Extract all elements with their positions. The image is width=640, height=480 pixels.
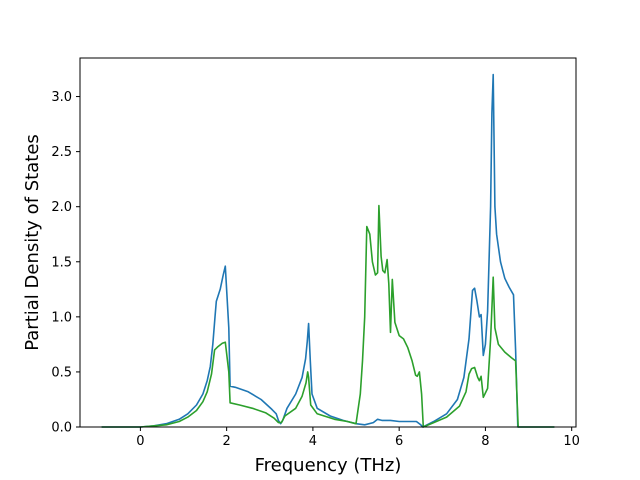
series-line-2	[101, 204, 555, 428]
y-tick-label: 3.0	[51, 90, 72, 105]
y-tick-label: 0.0	[51, 421, 72, 436]
x-axis: 0 2 4 6 8 10	[136, 427, 580, 449]
x-tick-label: 4	[309, 434, 317, 449]
series-line-1	[101, 73, 555, 428]
y-axis-title: Partial Density of States	[22, 134, 43, 351]
y-tick-label: 0.5	[51, 365, 72, 380]
y-tick-label: 2.5	[51, 145, 72, 160]
x-tick-label: 0	[136, 434, 144, 449]
series-layer	[101, 73, 555, 428]
x-tick-label: 6	[395, 434, 403, 449]
x-tick-label: 10	[563, 434, 580, 449]
y-tick-label: 1.5	[51, 255, 72, 270]
x-tick-label: 8	[481, 434, 489, 449]
y-axis: 0.0 0.5 1.0 1.5 2.0 2.5 3.0	[51, 90, 80, 436]
plot-frame	[79, 57, 577, 428]
x-axis-title: Frequency (THz)	[255, 455, 402, 476]
y-tick-label: 2.0	[51, 200, 72, 215]
y-tick-label: 1.0	[51, 310, 72, 325]
x-tick-label: 2	[223, 434, 231, 449]
